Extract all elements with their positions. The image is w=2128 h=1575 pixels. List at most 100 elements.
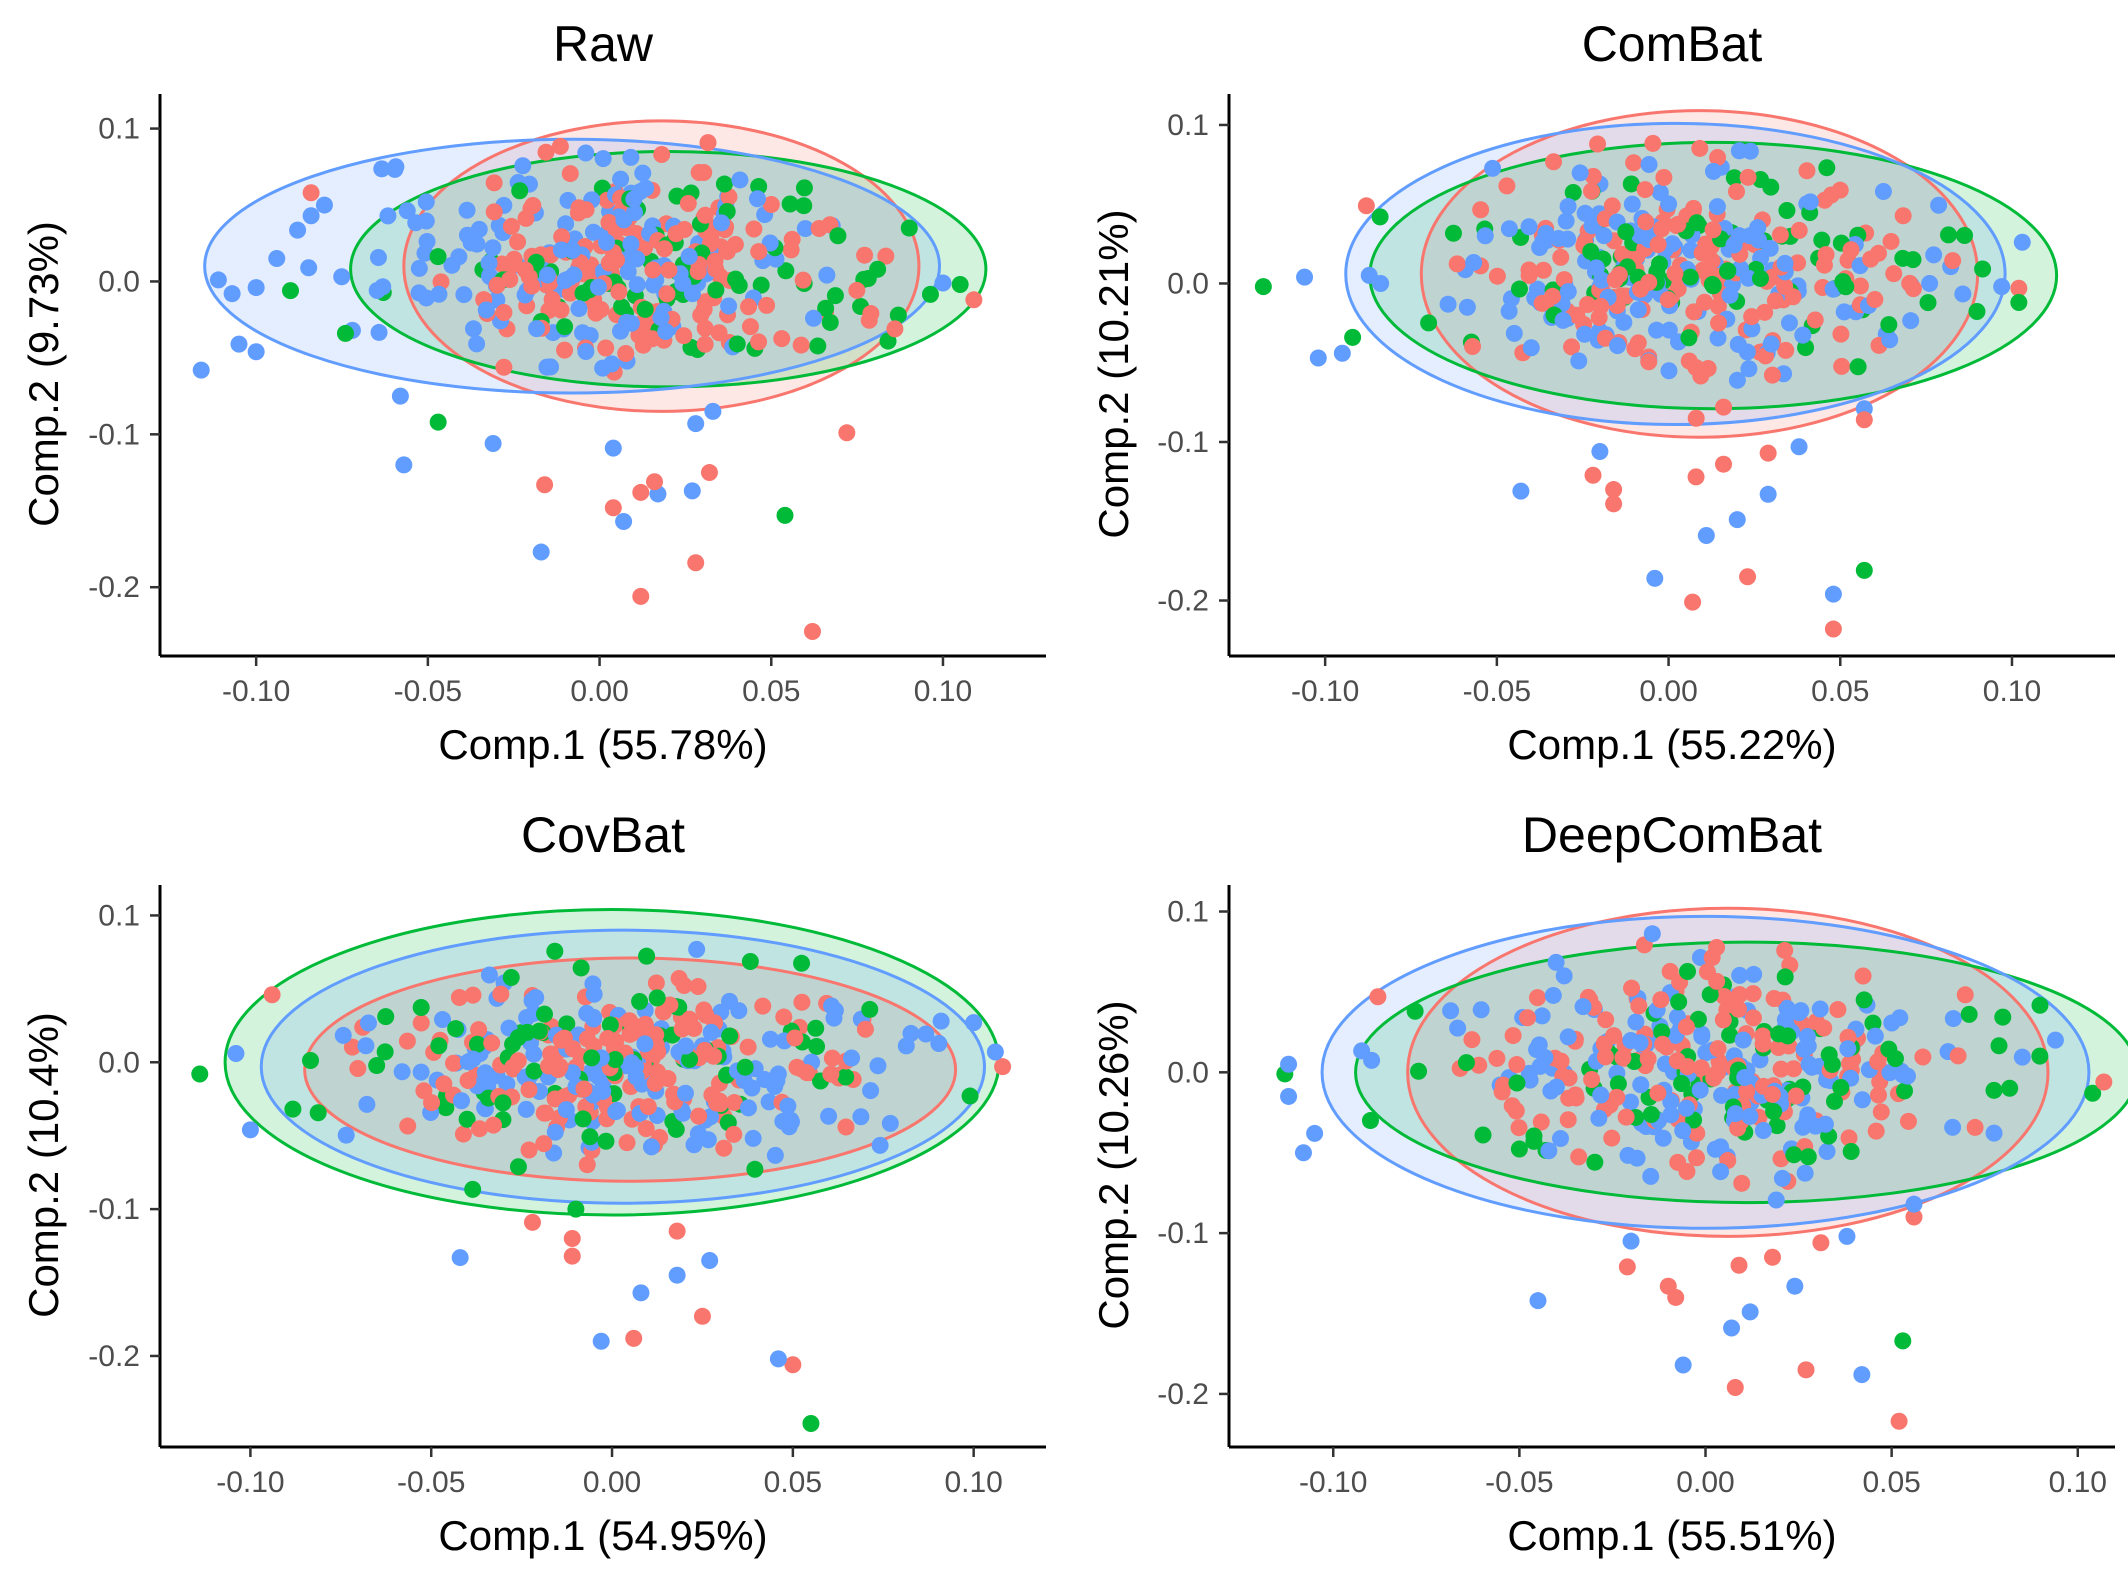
y-axis-title: Comp.2 (10.26%)	[1090, 1000, 1137, 1329]
data-point	[1678, 1163, 1695, 1180]
data-point	[638, 948, 655, 965]
data-point	[669, 1267, 686, 1284]
data-point	[1855, 967, 1872, 984]
data-point	[886, 320, 903, 337]
data-point	[1465, 254, 1482, 271]
y-tick-label: 0.1	[1167, 109, 1209, 142]
data-point	[605, 499, 622, 516]
data-point	[1458, 1054, 1475, 1071]
data-point	[1608, 1089, 1625, 1106]
data-point	[1693, 1026, 1710, 1043]
data-point	[598, 234, 615, 251]
data-point	[1760, 486, 1777, 503]
data-point	[1752, 270, 1769, 287]
data-point	[521, 1081, 538, 1098]
data-point	[1605, 1027, 1622, 1044]
data-point	[248, 343, 265, 360]
data-point	[640, 1098, 657, 1115]
x-axis-title: Comp.1 (54.95%)	[438, 1512, 767, 1559]
data-point	[368, 1057, 385, 1074]
data-point	[524, 1214, 541, 1231]
data-point	[1727, 1379, 1744, 1396]
data-point	[668, 1121, 685, 1138]
data-point	[1798, 1361, 1815, 1378]
data-point	[784, 1356, 801, 1373]
data-point	[987, 1043, 1004, 1060]
data-point	[1776, 255, 1793, 272]
data-point	[1623, 1233, 1640, 1250]
data-point	[1623, 980, 1640, 997]
data-point	[695, 164, 712, 181]
data-point	[1739, 568, 1756, 585]
data-point	[1945, 1010, 1962, 1027]
data-point	[1722, 287, 1739, 304]
data-point	[564, 1230, 581, 1247]
data-point	[1712, 1163, 1729, 1180]
x-tick-label: 0.10	[944, 1466, 1002, 1499]
data-point	[394, 1063, 411, 1080]
data-point	[338, 1127, 355, 1144]
data-point	[587, 305, 604, 322]
data-point	[495, 359, 512, 376]
data-point	[1698, 527, 1715, 544]
data-point	[1788, 1088, 1805, 1105]
data-point	[1837, 278, 1854, 295]
data-point	[464, 1181, 481, 1198]
data-point	[1867, 1028, 1884, 1045]
data-point	[1407, 1003, 1424, 1020]
data-point	[1508, 1056, 1525, 1073]
x-tick-label: -0.10	[222, 675, 290, 708]
data-point	[1678, 1100, 1695, 1117]
y-tick-label: -0.2	[1157, 585, 1209, 618]
data-point	[1652, 991, 1669, 1008]
data-point	[1707, 1141, 1724, 1158]
y-tick-label: -0.1	[1157, 426, 1209, 459]
data-point	[575, 285, 592, 302]
data-point	[511, 182, 528, 199]
data-point	[1815, 1020, 1832, 1037]
data-point	[1816, 192, 1833, 209]
data-point	[1899, 1068, 1916, 1085]
data-point	[1640, 274, 1657, 291]
data-point	[1523, 339, 1540, 356]
data-point	[1778, 202, 1795, 219]
data-point	[612, 171, 629, 188]
data-point	[692, 307, 709, 324]
data-point	[1727, 1105, 1744, 1122]
data-point	[470, 1021, 487, 1038]
data-point	[1529, 1292, 1546, 1309]
data-point	[786, 1030, 803, 1047]
data-point	[492, 986, 509, 1003]
data-point	[1993, 278, 2010, 295]
data-point	[809, 337, 826, 354]
data-point	[1674, 1122, 1691, 1139]
data-point	[617, 345, 634, 362]
data-point	[577, 343, 594, 360]
data-point	[570, 300, 587, 317]
data-point	[1839, 1040, 1856, 1057]
data-point	[1592, 1086, 1609, 1103]
data-point	[869, 1057, 886, 1074]
data-point	[1570, 1148, 1587, 1165]
data-point	[1956, 227, 1973, 244]
x-axis-title: Comp.1 (55.78%)	[438, 721, 767, 768]
x-tick-label: 0.10	[1983, 675, 2041, 708]
data-point	[1625, 154, 1642, 171]
data-point	[607, 1103, 624, 1120]
data-point	[423, 1094, 440, 1111]
data-point	[1994, 1009, 2011, 1026]
data-point	[1694, 244, 1711, 261]
data-point	[707, 282, 724, 299]
data-point	[1591, 443, 1608, 460]
data-point	[1505, 1027, 1522, 1044]
data-point	[465, 320, 482, 337]
data-point	[675, 327, 692, 344]
data-point	[1742, 1303, 1759, 1320]
data-point	[528, 320, 545, 337]
data-point	[518, 1101, 535, 1118]
data-point	[1974, 261, 1991, 278]
data-point	[517, 210, 534, 227]
data-point	[495, 304, 512, 321]
data-point	[1777, 968, 1794, 985]
data-point	[1852, 277, 1869, 294]
